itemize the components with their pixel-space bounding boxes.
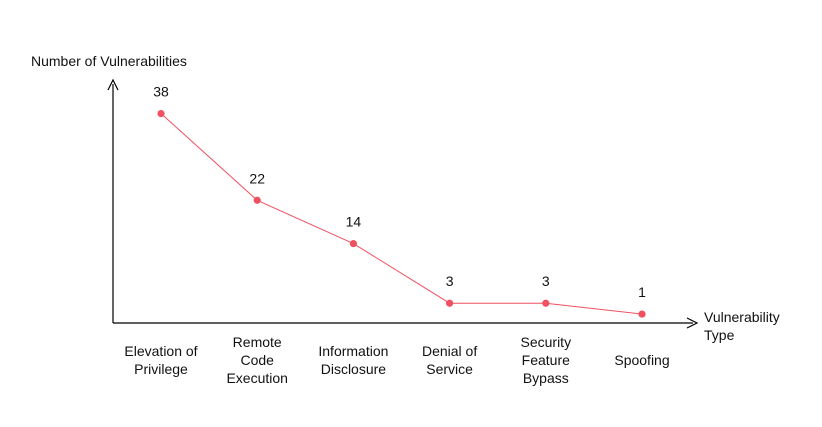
data-point [446, 299, 454, 307]
data-point [349, 240, 357, 248]
data-label: 3 [542, 273, 550, 289]
y-axis-arrow [107, 78, 119, 91]
value-labels-group: 38 22 14 3 3 1 [153, 84, 646, 301]
x-tick-labels-group: Elevation of Privilege Remote Code Execution… [124, 334, 669, 386]
x-tick-label: Elevation of Privilege [124, 343, 197, 377]
x-axis-title-text: Vulnerability Type [704, 309, 780, 343]
x-tick-label: Spoofing [614, 352, 669, 368]
data-label: 3 [446, 273, 454, 289]
data-point [542, 299, 550, 307]
series-line [160, 113, 643, 315]
series-group [160, 113, 643, 315]
x-tick-label: Denial of Service [422, 343, 477, 377]
points-group [157, 109, 646, 318]
x-tick-label: Information Disclosure [318, 343, 388, 377]
x-tick-label: Remote Code Execution [226, 334, 287, 386]
data-point [638, 310, 646, 318]
data-label: 38 [153, 84, 169, 100]
data-label: 14 [346, 214, 362, 230]
data-point [157, 109, 165, 118]
x-tick-label: Security Feature Bypass [521, 334, 572, 386]
data-point [253, 196, 261, 204]
x-axis-arrow [686, 317, 699, 329]
x-axis-title: Vulnerability Type [704, 309, 780, 343]
data-label: 22 [249, 170, 265, 186]
data-label: 1 [638, 284, 646, 300]
y-axis-title: Number of Vulnerabilities [31, 53, 187, 69]
